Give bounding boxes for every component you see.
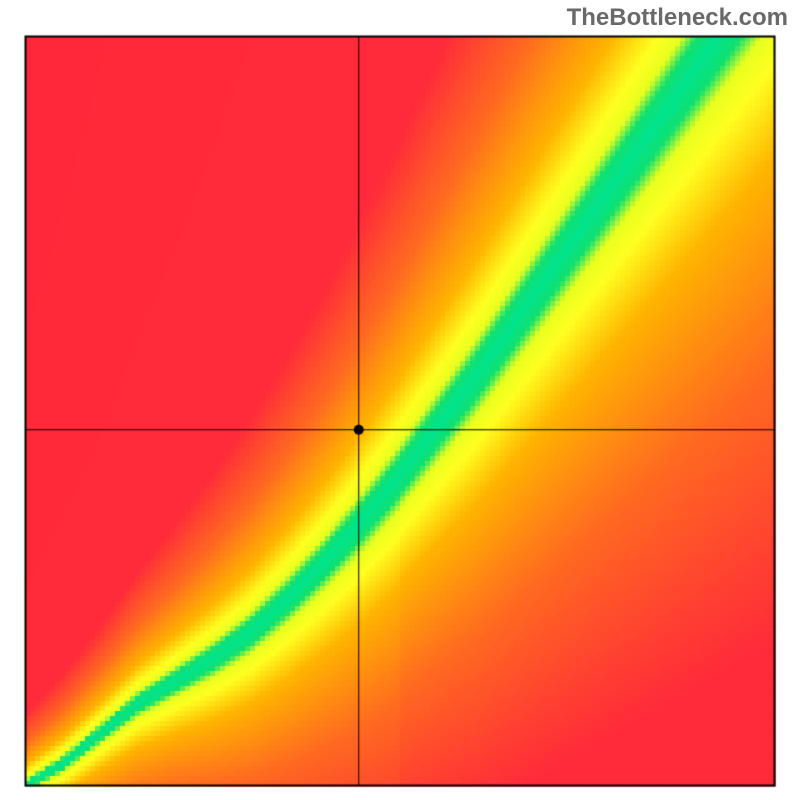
bottleneck-heatmap <box>0 0 800 800</box>
watermark-text: TheBottleneck.com <box>567 4 788 32</box>
chart-container: TheBottleneck.com <box>0 0 800 800</box>
